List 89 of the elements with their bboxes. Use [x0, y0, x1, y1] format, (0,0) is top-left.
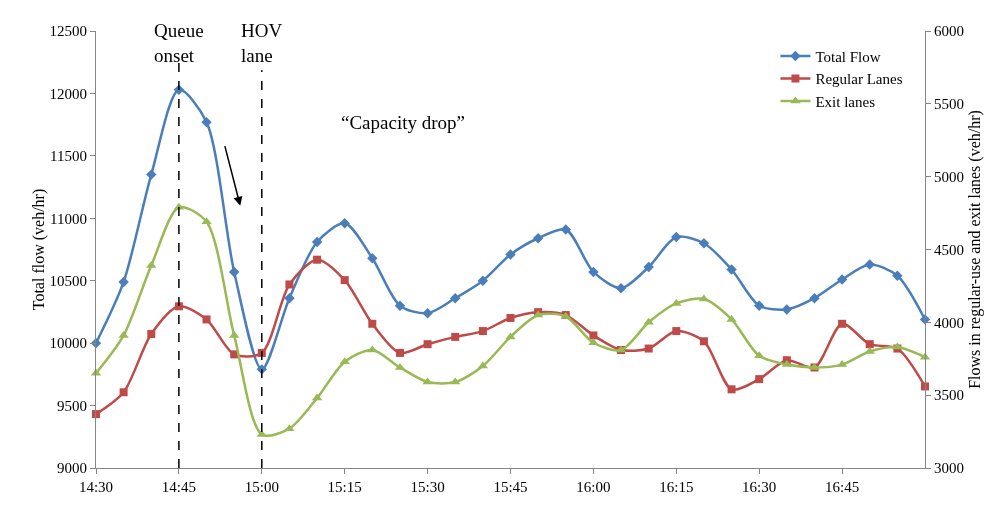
y-tick-label: 12500: [49, 23, 87, 40]
point: [838, 319, 847, 328]
point: [892, 270, 903, 281]
y2-tick-label: 6000: [934, 23, 964, 40]
point: [809, 292, 820, 304]
point: [505, 332, 516, 340]
x-tick-label: 15:00: [244, 479, 279, 495]
point: [506, 313, 515, 322]
point: [532, 233, 544, 244]
legend-label: Regular Lanes: [815, 71, 903, 88]
x-tick-label: 14:30: [78, 479, 114, 495]
point: [451, 332, 460, 341]
point: [477, 275, 489, 286]
point: [367, 253, 378, 264]
point: [285, 280, 294, 289]
y2-tick-label: 5500: [934, 96, 964, 113]
point: [698, 238, 710, 249]
y-tick-label: 11500: [50, 148, 87, 165]
ref-line-label: HOV lane: [241, 20, 283, 66]
x-tick-label: 15:30: [410, 479, 445, 495]
y-tick-label: 9000: [57, 460, 87, 477]
point: [313, 255, 322, 264]
y2-tick-label: 4000: [934, 314, 964, 331]
point: [615, 283, 627, 294]
point: [755, 375, 764, 384]
legend-label: Total Flow: [815, 48, 881, 65]
x-tick-label: 16:00: [576, 479, 611, 495]
point: [422, 307, 433, 319]
y2-tick-label: 3000: [934, 460, 964, 477]
point: [340, 276, 349, 285]
point: [202, 315, 211, 324]
point: [836, 274, 848, 285]
point: [423, 340, 432, 349]
legend-label: Exit lanes: [815, 93, 876, 110]
point: [311, 236, 323, 248]
y-tick-label: 9500: [57, 397, 87, 414]
y-tick-label: 11000: [50, 210, 87, 227]
point: [367, 345, 378, 353]
point: [699, 337, 708, 346]
point: [727, 385, 736, 394]
y2-tick-label: 4500: [934, 241, 964, 258]
x-tick-label: 16:30: [742, 479, 777, 495]
point: [672, 327, 681, 336]
point: [394, 300, 406, 311]
point: [644, 344, 653, 353]
point: [228, 266, 240, 278]
point: [146, 169, 157, 180]
point: [671, 298, 682, 306]
point: [589, 331, 598, 340]
point: [865, 340, 874, 349]
point: [864, 259, 875, 270]
y-tick-label: 10500: [49, 272, 87, 289]
point: [339, 218, 350, 229]
point: [450, 377, 461, 385]
point: [726, 314, 737, 322]
y-tick-label: 12000: [49, 85, 87, 102]
y2-axis-title: Flows in regular-use and exit lanes (veh/hr): [966, 110, 984, 389]
point: [726, 264, 737, 275]
point: [505, 249, 516, 260]
point: [118, 330, 129, 338]
point: [643, 261, 654, 273]
point: [201, 217, 212, 225]
y2-tick-label: 5000: [934, 168, 964, 185]
point: [147, 329, 156, 338]
point: [754, 351, 765, 359]
point: [754, 300, 765, 311]
ref-line-label: Queue onset: [154, 20, 204, 66]
point: [478, 327, 487, 336]
point: [284, 292, 295, 304]
point: [588, 266, 599, 278]
point: [201, 116, 212, 128]
x-tick-label: 16:15: [659, 479, 694, 495]
x-tick-label: 15:15: [327, 479, 362, 495]
y-tick-label: 10000: [49, 335, 87, 352]
x-tick-label: 14:45: [161, 479, 196, 495]
x-tick-label: 15:45: [493, 479, 528, 495]
x-tick-label: 16:45: [825, 479, 860, 495]
point: [119, 388, 128, 397]
point: [643, 317, 654, 325]
y2-tick-label: 3500: [934, 387, 964, 404]
point: [671, 231, 682, 243]
point: [781, 304, 793, 315]
point: [560, 224, 571, 235]
y-axis-title: Total flow (veh/hr): [29, 188, 48, 311]
point: [450, 292, 461, 304]
annotation: “Capacity drop”: [341, 112, 465, 133]
point: [368, 319, 377, 328]
point: [395, 348, 404, 357]
point: [118, 276, 129, 288]
